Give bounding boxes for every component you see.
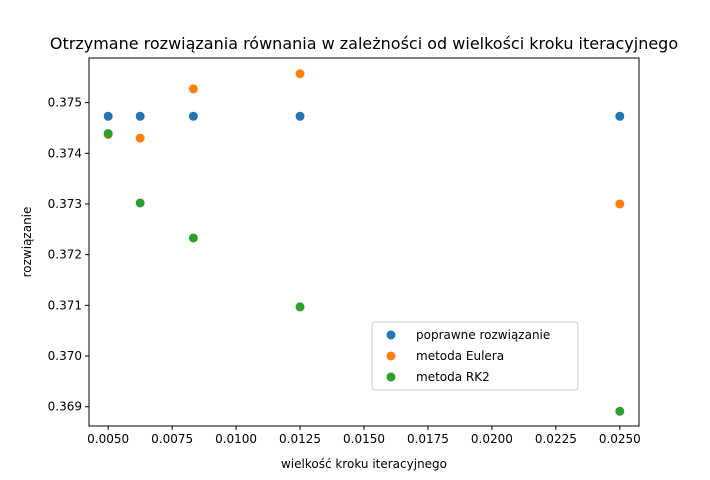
x-tick-label: 0.0175 <box>407 432 449 446</box>
data-point-series-2 <box>615 406 625 416</box>
data-point-series-0 <box>295 111 305 121</box>
data-point-series-2 <box>135 198 145 208</box>
data-point-series-1 <box>188 84 198 94</box>
data-point-series-0 <box>103 111 113 121</box>
x-axis-label: wielkość kroku iteracyjnego <box>281 457 447 471</box>
legend-marker <box>386 351 396 361</box>
x-tick-label: 0.0225 <box>535 432 577 446</box>
x-tick-label: 0.0075 <box>151 432 193 446</box>
y-tick-label: 0.375 <box>48 96 82 110</box>
x-tick-label: 0.0250 <box>599 432 641 446</box>
data-point-series-0 <box>188 111 198 121</box>
y-axis: 0.369 0.370 0.371 0.372 0.373 0.374 0.375 <box>48 96 89 414</box>
data-point-series-1 <box>615 199 625 209</box>
x-axis: 0.0050 0.0075 0.0100 0.0125 0.0150 0.0175 0.02… <box>87 426 641 446</box>
x-tick-label: 0.0050 <box>87 432 129 446</box>
y-tick-label: 0.369 <box>48 400 82 414</box>
legend-box <box>371 321 579 391</box>
y-tick-label: 0.372 <box>48 248 82 262</box>
x-tick-label: 0.0100 <box>215 432 257 446</box>
data-point-series-2 <box>188 233 198 243</box>
legend-marker <box>386 330 396 340</box>
y-tick-label: 0.374 <box>48 146 82 160</box>
x-tick-label: 0.0200 <box>471 432 513 446</box>
data-point-series-2 <box>103 129 113 139</box>
data-point-series-1 <box>295 69 305 79</box>
x-tick-label: 0.0125 <box>279 432 321 446</box>
legend-label: metoda RK2 <box>416 370 490 384</box>
plot-area <box>103 69 625 416</box>
data-point-series-0 <box>615 111 625 121</box>
legend-marker <box>386 372 396 382</box>
y-tick-label: 0.370 <box>48 349 82 363</box>
y-tick-label: 0.373 <box>48 197 82 211</box>
data-point-series-1 <box>135 133 145 143</box>
legend-label: poprawne rozwiązanie <box>416 328 550 342</box>
data-point-series-0 <box>135 111 145 121</box>
legend: poprawne rozwiązanie metoda Eulera metoda … <box>371 321 579 391</box>
x-tick-label: 0.0150 <box>343 432 385 446</box>
legend-label: metoda Eulera <box>416 349 504 363</box>
y-tick-label: 0.371 <box>48 298 82 312</box>
data-point-series-2 <box>295 302 305 312</box>
chart-title: Otrzymane rozwiązania równania w zależno… <box>50 34 678 53</box>
y-axis-label: rozwiązanie <box>20 207 34 278</box>
